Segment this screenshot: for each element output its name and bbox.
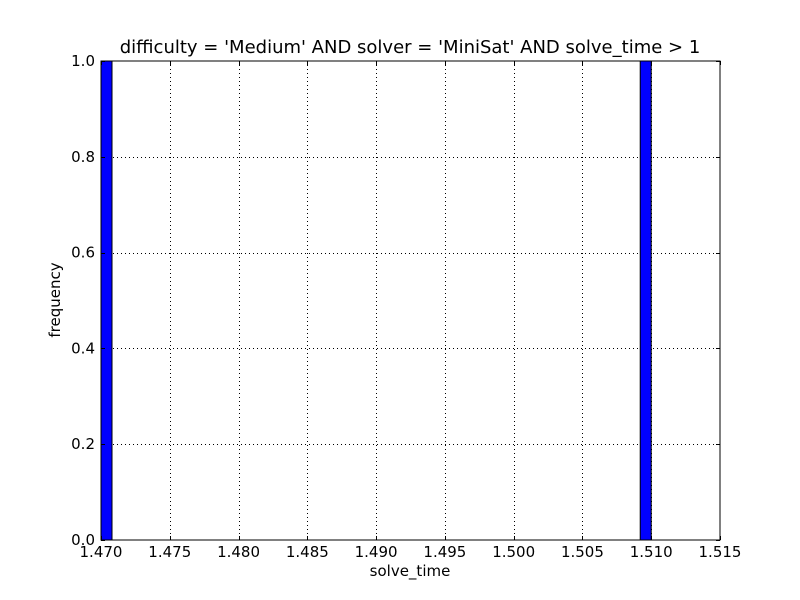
x-tick-label: 1.500 [492, 543, 535, 561]
y-tick-label: 1.0 [71, 52, 95, 70]
y-tick-label: 0.2 [71, 435, 95, 453]
y-tick-label: 0.8 [71, 148, 95, 166]
plot-frame [100, 60, 721, 541]
y-tick-label: 0.6 [71, 244, 95, 262]
y-tick-label: 0.0 [71, 531, 95, 549]
x-axis-label: solve_time [370, 562, 451, 581]
x-tick-labels: 1.470 1.475 1.480 1.485 1.490 1.495 1.500 1.505… [80, 543, 742, 561]
x-tick-label: 1.485 [286, 543, 329, 561]
x-tick-label: 1.480 [217, 543, 260, 561]
axis-ticks [101, 61, 721, 541]
y-tick-labels: 0.0 0.2 0.4 0.6 0.8 1.0 [71, 52, 95, 549]
chart-title: difficulty = 'Medium' AND solver = 'Mini… [120, 37, 701, 58]
histogram-bar [639, 60, 652, 541]
x-tick-label: 1.475 [148, 543, 191, 561]
y-axis-label: frequency [46, 262, 64, 337]
x-tick-label: 1.515 [699, 543, 742, 561]
x-tick-label: 1.510 [630, 543, 673, 561]
histogram-bar [100, 60, 113, 541]
x-tick-label: 1.495 [423, 543, 466, 561]
x-tick-label: 1.470 [80, 543, 123, 561]
x-tick-label: 1.505 [561, 543, 604, 561]
plot-background [101, 61, 720, 540]
x-tick-label: 1.490 [355, 543, 398, 561]
y-tick-label: 0.4 [71, 339, 95, 357]
